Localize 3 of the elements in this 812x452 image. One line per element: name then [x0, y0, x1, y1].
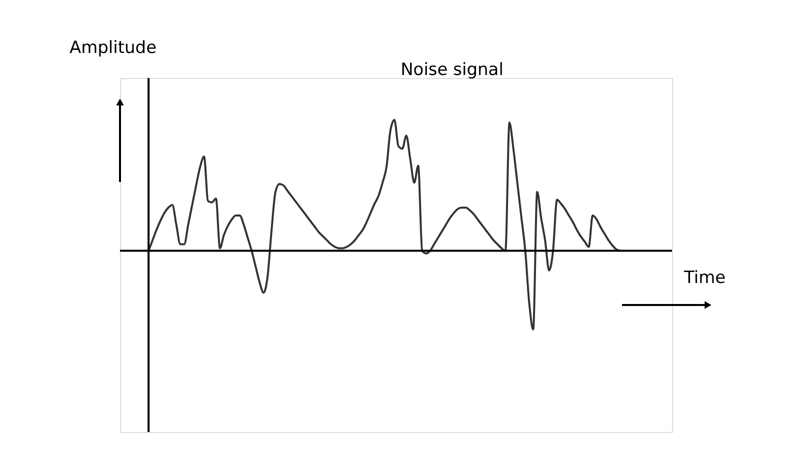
- x-axis-title: Time: [683, 268, 726, 288]
- chart-title: Noise signal: [400, 60, 504, 80]
- y-axis-title: Amplitude: [69, 38, 157, 58]
